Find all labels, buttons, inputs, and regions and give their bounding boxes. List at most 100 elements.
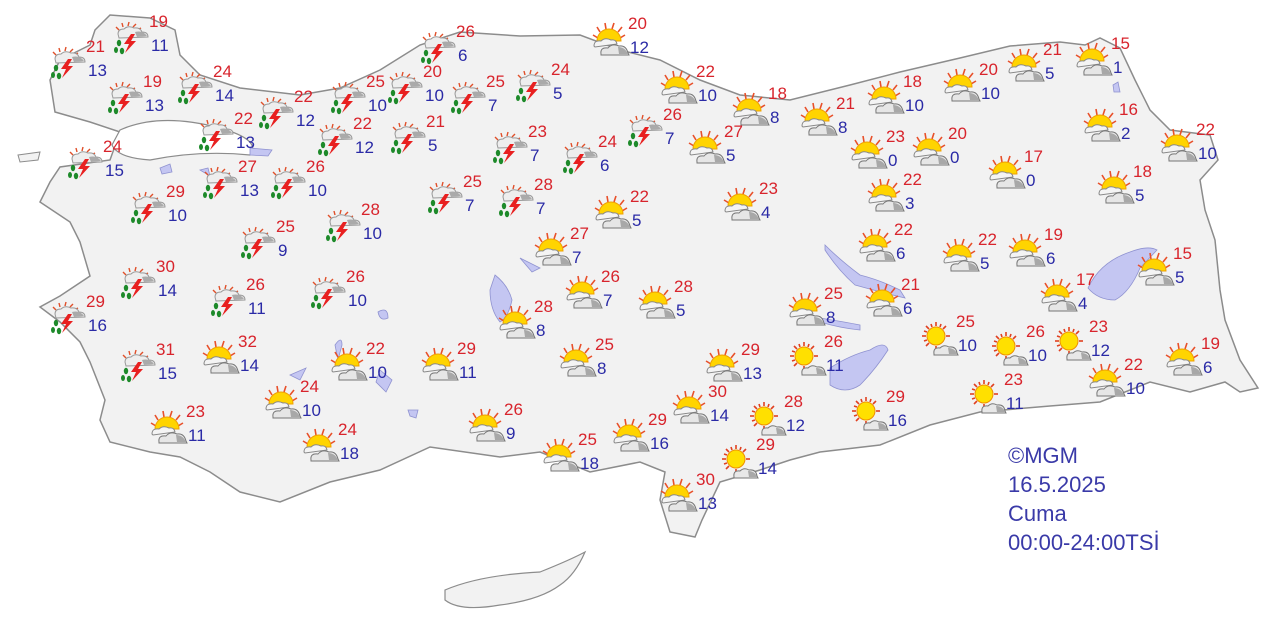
max-temperature: 20 <box>948 124 967 143</box>
min-temperature: 10 <box>981 84 1000 103</box>
max-temperature: 25 <box>276 217 295 236</box>
min-temperature: 10 <box>308 181 327 200</box>
max-temperature: 22 <box>978 230 997 249</box>
city-forecast: 22 13 <box>218 110 255 138</box>
lake-burdur <box>289 367 307 381</box>
max-temperature: 25 <box>486 72 505 91</box>
min-temperature: 13 <box>743 364 762 383</box>
min-temperature: 13 <box>240 181 259 200</box>
city-forecast: 23 7 <box>512 123 547 151</box>
lake-keban-dam <box>824 244 906 299</box>
city-forecast: 19 11 <box>133 13 169 41</box>
city-forecast: 20 0 <box>932 125 967 166</box>
partly-cloudy-icon <box>788 292 828 332</box>
max-temperature: 23 <box>1089 317 1108 336</box>
min-temperature: 11 <box>151 36 169 55</box>
min-temperature: 6 <box>1203 358 1213 377</box>
max-temperature: 22 <box>234 109 253 128</box>
city-forecast: 23 11 <box>170 403 206 444</box>
partly-cloudy-icon <box>638 285 678 325</box>
city-forecast: 24 18 <box>322 421 359 462</box>
city-forecast: 22 5 <box>962 231 997 272</box>
min-temperature: 10 <box>168 206 187 225</box>
city-forecast: 17 4 <box>1060 271 1095 312</box>
partly-cloudy-thunderstorm-rain-icon <box>492 130 532 170</box>
max-temperature: 15 <box>1111 34 1130 53</box>
min-temperature: 15 <box>105 161 124 180</box>
city-forecast: 29 16 <box>70 293 107 321</box>
min-temperature: 9 <box>506 424 516 443</box>
lake-cildir <box>1112 81 1121 93</box>
max-temperature: 21 <box>901 275 920 294</box>
min-temperature: 2 <box>1121 124 1131 143</box>
min-temperature: 9 <box>278 241 288 260</box>
max-temperature: 29 <box>756 435 775 454</box>
partly-cloudy-icon <box>1097 170 1137 210</box>
city-forecast: 27 7 <box>554 225 589 266</box>
min-temperature: 1 <box>1113 58 1123 77</box>
partly-cloudy-icon <box>592 22 632 62</box>
min-temperature: 10 <box>1126 379 1145 398</box>
city-forecast: 31 15 <box>140 341 177 369</box>
min-temperature: 14 <box>215 86 234 105</box>
min-temperature: 6 <box>458 46 468 65</box>
max-temperature: 25 <box>824 284 843 303</box>
partly-cloudy-icon <box>1160 128 1200 168</box>
city-forecast: 28 12 <box>768 393 805 421</box>
city-forecast: 30 14 <box>692 383 729 424</box>
partly-cloudy-icon <box>559 343 599 383</box>
city-forecast: 21 13 <box>70 38 107 66</box>
partly-cloudy-icon <box>1088 363 1128 403</box>
copyright-label: ©MGM <box>1008 443 1078 468</box>
min-temperature: 10 <box>1028 346 1047 365</box>
min-temperature: 5 <box>428 136 438 155</box>
max-temperature: 23 <box>186 402 205 421</box>
partly-cloudy-thunderstorm-rain-icon <box>50 45 90 85</box>
max-temperature: 22 <box>696 62 715 81</box>
min-temperature: 3 <box>905 194 915 213</box>
partly-cloudy-thunderstorm-rain-icon <box>202 165 242 205</box>
city-forecast: 25 10 <box>350 73 387 101</box>
min-temperature: 13 <box>145 96 164 115</box>
max-temperature: 19 <box>1044 225 1063 244</box>
max-temperature: 24 <box>213 62 232 81</box>
city-forecast: 20 10 <box>407 63 444 91</box>
max-temperature: 29 <box>886 387 905 406</box>
max-temperature: 26 <box>663 105 682 124</box>
partly-cloudy-thunderstorm-rain-icon <box>515 68 555 108</box>
min-temperature: 10 <box>905 96 924 115</box>
min-temperature: 12 <box>296 111 315 130</box>
city-forecast: 25 8 <box>579 336 614 377</box>
lake-egirdir <box>334 339 343 361</box>
partly-cloudy-icon <box>594 195 634 235</box>
city-forecast: 30 13 <box>680 471 717 512</box>
partly-cloudy-thunderstorm-rain-icon <box>258 95 298 135</box>
max-temperature: 29 <box>166 182 185 201</box>
partly-cloudy-icon <box>1137 252 1177 292</box>
partly-cloudy-icon <box>850 135 890 175</box>
partly-cloudy-icon <box>1040 278 1080 318</box>
city-forecast: 28 7 <box>518 176 553 204</box>
city-forecast: 19 6 <box>1028 226 1063 267</box>
partly-cloudy-icon <box>1007 48 1047 88</box>
min-temperature: 14 <box>240 356 259 375</box>
max-temperature: 20 <box>423 62 442 81</box>
min-temperature: 10 <box>348 291 367 310</box>
city-forecast: 24 5 <box>535 61 570 89</box>
max-temperature: 21 <box>1043 40 1062 59</box>
partly-cloudy-icon <box>688 130 728 170</box>
city-forecast: 28 5 <box>658 278 693 319</box>
partly-cloudy-icon <box>672 390 712 430</box>
lake-seyhan <box>519 257 541 273</box>
city-forecast: 26 10 <box>290 158 327 186</box>
city-forecast: 22 12 <box>337 115 374 143</box>
max-temperature: 25 <box>366 72 385 91</box>
max-temperature: 22 <box>1124 355 1143 374</box>
max-temperature: 19 <box>1201 334 1220 353</box>
max-temperature: 26 <box>306 157 325 176</box>
min-temperature: 10 <box>368 96 387 115</box>
min-temperature: 0 <box>950 148 960 167</box>
city-forecast: 22 6 <box>878 221 913 262</box>
city-forecast: 25 10 <box>940 313 977 341</box>
city-forecast: 28 8 <box>518 298 553 339</box>
